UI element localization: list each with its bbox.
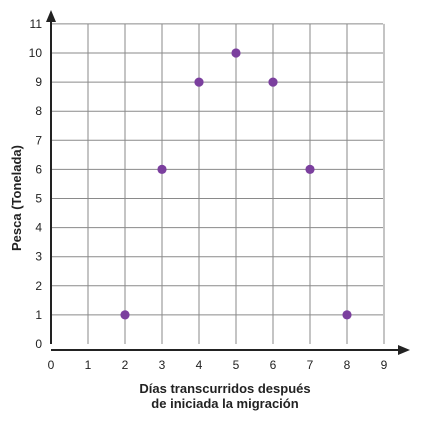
y-tick-label: 3 — [35, 250, 42, 264]
data-point — [305, 164, 315, 174]
y-tick-label: 8 — [35, 104, 42, 118]
x-tick-label: 5 — [233, 358, 240, 372]
x-tick-label: 9 — [381, 358, 388, 372]
data-point — [231, 48, 241, 58]
x-tick-label: 6 — [270, 358, 277, 372]
data-point — [342, 310, 352, 320]
y-tick-label: 6 — [35, 162, 42, 176]
x-axis-title: Días transcurridos después de iniciada l… — [60, 381, 390, 411]
y-tick-label: 9 — [35, 75, 42, 89]
data-point — [268, 77, 278, 87]
x-tick-labels: 0 1 2 3 4 5 6 7 8 9 — [48, 358, 388, 372]
y-tick-label: 1 — [35, 308, 42, 322]
x-tick-label: 2 — [122, 358, 129, 372]
y-tick-label: 5 — [35, 192, 42, 206]
x-axis-title-line-1: Días transcurridos después — [139, 381, 311, 396]
y-tick-label: 10 — [29, 46, 43, 60]
y-tick-labels: 0 1 2 3 4 5 6 7 8 9 10 11 — [29, 17, 43, 351]
x-tick-label: 4 — [196, 358, 203, 372]
x-tick-label: 7 — [307, 358, 314, 372]
y-axis-title: Pesca (Tonelada) — [9, 145, 24, 251]
data-point — [120, 310, 130, 320]
y-tick-label: 2 — [35, 279, 42, 293]
x-tick-label: 1 — [85, 358, 92, 372]
x-axis-title-line-2: de iniciada la migración — [151, 396, 299, 411]
y-tick-label: 11 — [30, 17, 43, 31]
data-point — [157, 164, 167, 174]
data-point — [194, 77, 204, 87]
y-axis-arrow — [46, 10, 56, 22]
y-tick-label: 0 — [35, 337, 42, 351]
grid-lines — [51, 23, 385, 344]
x-tick-label: 8 — [344, 358, 351, 372]
x-axis-arrow — [398, 345, 410, 355]
axes — [46, 10, 410, 355]
y-tick-label: 4 — [35, 221, 42, 235]
x-tick-label: 0 — [48, 358, 55, 372]
y-tick-label: 7 — [35, 133, 42, 147]
x-tick-label: 3 — [159, 358, 166, 372]
data-points — [120, 48, 352, 320]
